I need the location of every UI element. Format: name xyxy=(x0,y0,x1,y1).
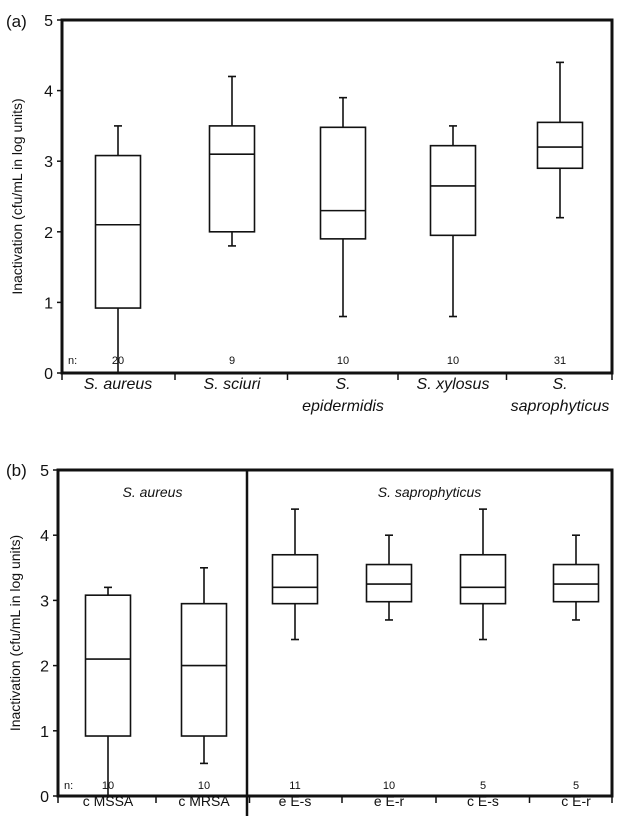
category-label: S. xyxy=(335,376,350,393)
box-0: 10c MSSA xyxy=(83,586,134,809)
box-3: 10 S. xylosus xyxy=(417,125,490,393)
box-2: 11e E-s xyxy=(271,508,319,809)
category-label: c E-s xyxy=(467,793,499,809)
box-4: 31 S. saprophyticus xyxy=(511,61,610,415)
category-label: S. aureus xyxy=(84,376,152,393)
box-5: 5c E-r xyxy=(552,534,600,809)
category-label: c MRSA xyxy=(178,793,230,809)
n-count: 5 xyxy=(573,780,579,792)
box-iqr xyxy=(365,563,413,603)
n-count: 10 xyxy=(337,355,349,367)
group-title: S. saprophyticus xyxy=(378,484,482,500)
y-axis-label: Inactivation (cfu/mL in log units) xyxy=(7,535,23,731)
box-iqr xyxy=(536,121,584,170)
n-count: 11 xyxy=(289,780,300,792)
box-2: 10 S. epidermidis xyxy=(302,96,384,415)
category-label: e E-s xyxy=(279,793,312,809)
category-label: S. sciuri xyxy=(204,376,261,393)
box-iqr xyxy=(180,602,228,737)
box-iqr xyxy=(459,553,507,605)
category-label: S. xyxy=(552,376,567,393)
category-label: e E-r xyxy=(374,793,405,809)
y-tick-label: 2 xyxy=(40,659,49,676)
y-axis-label: Inactivation (cfu/mL in log units) xyxy=(9,98,25,294)
panel-b: (b) 0 1 2 3 4 5 Inactivation (cfu/mL in log uni… xyxy=(6,461,614,816)
category-label: c MSSA xyxy=(83,793,134,809)
box-0: 20 S. aureus xyxy=(84,125,152,393)
category-label: c E-r xyxy=(561,793,591,809)
box-3: 10e E-r xyxy=(365,534,413,809)
n-count: 5 xyxy=(480,780,486,792)
y-tick-label: 3 xyxy=(40,593,49,610)
n-prefix: n: xyxy=(68,355,77,367)
y-tick-label: 1 xyxy=(44,295,53,312)
n-count: 10 xyxy=(198,780,210,792)
panel-a: (a) 0 1 2 3 4 5 Inactivation (cfu/mL in log uni… xyxy=(6,12,614,415)
y-tick-label: 4 xyxy=(40,528,49,545)
category-label: epidermidis xyxy=(302,398,384,415)
y-tick-label: 1 xyxy=(40,724,49,741)
n-count: 20 xyxy=(112,355,124,367)
y-tick-label: 0 xyxy=(44,366,53,383)
n-count: 9 xyxy=(229,355,235,367)
n-prefix: n: xyxy=(64,780,73,792)
category-label: S. xylosus xyxy=(417,376,490,393)
plot-frame xyxy=(56,468,614,798)
box-1: 9 S. sciuri xyxy=(204,75,261,393)
panel-label: (b) xyxy=(6,461,27,480)
box-iqr xyxy=(84,594,132,737)
y-tick-label: 0 xyxy=(40,789,49,806)
box-iqr xyxy=(319,126,367,240)
y-tick-label: 5 xyxy=(44,13,53,30)
y-tick-label: 3 xyxy=(44,154,53,171)
y-tick-label: 2 xyxy=(44,225,53,242)
n-count: 10 xyxy=(102,780,114,792)
box-4: 5c E-s xyxy=(459,508,507,809)
box-iqr xyxy=(94,154,142,309)
box-1: 10c MRSA xyxy=(178,566,230,809)
box-iqr xyxy=(271,553,319,605)
n-count: 10 xyxy=(447,355,459,367)
box-iqr xyxy=(429,144,477,237)
box-iqr xyxy=(208,125,256,233)
panel-label: (a) xyxy=(6,12,27,31)
box-iqr xyxy=(552,563,600,603)
group-title: S. aureus xyxy=(123,484,183,500)
y-tick-label: 5 xyxy=(40,463,49,480)
plot-frame xyxy=(60,18,614,375)
n-count: 31 xyxy=(554,355,566,367)
category-label: saprophyticus xyxy=(511,398,610,415)
n-count: 10 xyxy=(383,780,395,792)
y-tick-label: 4 xyxy=(44,84,53,101)
